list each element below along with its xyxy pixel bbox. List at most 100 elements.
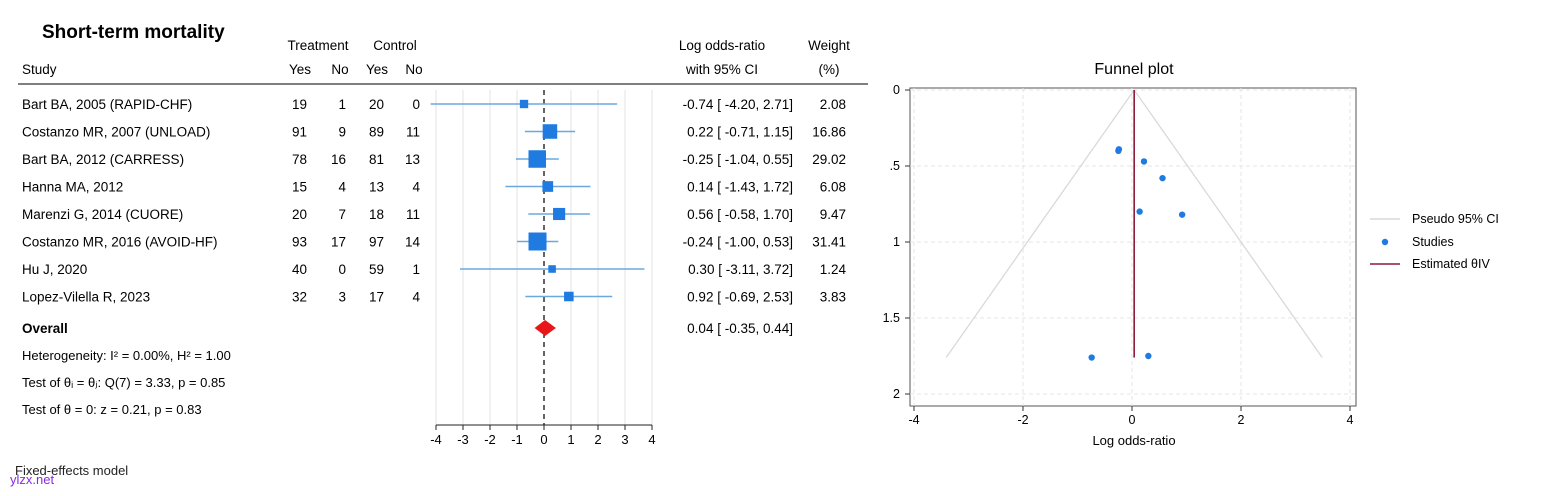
forest-x-tick-label: -2 (484, 432, 496, 447)
ci-text: 0.56 [ -0.58, 1.70] (687, 207, 793, 222)
treatment-no: 0 (338, 262, 346, 277)
control-yes: 17 (369, 290, 384, 305)
study-name: Hanna MA, 2012 (22, 180, 123, 195)
forest-x-tick-label: -3 (457, 432, 469, 447)
treatment-yes: 78 (292, 152, 307, 167)
ci-text: 0.30 [ -3.11, 3.72] (688, 262, 793, 277)
funnel-x-tick-label: 0 (1129, 413, 1136, 427)
legend-item: Studies (1381, 235, 1454, 249)
heterogeneity-text: Heterogeneity: I² = 0.00%, H² = 1.00 (22, 348, 231, 363)
treatment-yes: 91 (292, 125, 307, 140)
funnel-x-tick-label: -2 (1017, 413, 1028, 427)
effect-header-1: Log odds-ratio (679, 38, 765, 53)
study-point (1178, 211, 1186, 218)
treatment-no: 16 (331, 152, 346, 167)
control-no: 4 (412, 290, 420, 305)
treatment-yes: 40 (292, 262, 307, 277)
forest-x-tick-label: -4 (430, 432, 442, 447)
ci-text: -0.25 [ -1.04, 0.55] (683, 152, 793, 167)
study-row: Bart BA, 2005 (RAPID-CHF) 19 1 20 0 -0.74 [ -… (22, 97, 846, 112)
legend-label: Pseudo 95% CI (1412, 212, 1499, 226)
study-row: Bart BA, 2012 (CARRESS) 78 16 81 13 -0.25 [ -… (22, 150, 846, 168)
treatment-yes: 93 (292, 235, 307, 250)
funnel-x-tick-label: 4 (1347, 413, 1354, 427)
weight-text: 16.86 (812, 125, 846, 140)
funnel-y-tick-label: .5 (890, 159, 900, 173)
forest-plot: Short-term mortality Treatment Control S… (18, 22, 868, 447)
treatment-yes: 32 (292, 290, 307, 305)
ci-text: 0.14 [ -1.43, 1.72] (687, 180, 793, 195)
ci-text: -0.74 [ -4.20, 2.71] (683, 97, 793, 112)
study-name: Lopez-Vilella R, 2023 (22, 290, 150, 305)
t-yes-header: Yes (289, 62, 311, 77)
treatment-no: 17 (331, 235, 346, 250)
funnel-xlabel: Log odds-ratio (1092, 433, 1175, 448)
study-row: Costanzo MR, 2016 (AVOID-HF) 93 17 97 14 -0.2… (22, 232, 846, 251)
treatment-no: 4 (338, 180, 346, 195)
funnel-plot: Funnel plot 0 .5 1 1.5 2 -4 -2 0 2 4 Log odds-rat… (883, 61, 1499, 448)
overall-diamond (534, 320, 556, 336)
effect-marker (553, 207, 566, 221)
weight-text: 6.08 (820, 180, 846, 195)
study-row: Hu J, 2020 40 0 59 1 0.30 [ -3.11, 3.72] 1.24 (22, 262, 846, 277)
study-name: Marenzi G, 2014 (CUORE) (22, 207, 183, 222)
treatment-no: 7 (338, 207, 346, 222)
treatment-header: Treatment (287, 38, 348, 53)
legend-item: Estimated θIV (1370, 257, 1490, 271)
effect-marker (564, 291, 574, 302)
treatment-yes: 15 (292, 180, 307, 195)
funnel-y-tick-label: 0 (893, 83, 900, 97)
weight-text: 3.83 (820, 290, 846, 305)
ci-text: -0.24 [ -1.00, 0.53] (683, 235, 793, 250)
homogeneity-test-text: Test of θᵢ = θⱼ: Q(7) = 3.33, p = 0.85 (22, 375, 225, 390)
study-point (1140, 158, 1148, 165)
treatment-yes: 20 (292, 207, 307, 222)
legend-item: Pseudo 95% CI (1370, 212, 1499, 226)
forest-x-tick-label: 3 (621, 432, 628, 447)
control-no: 0 (412, 97, 420, 112)
weight-text: 2.08 (820, 97, 846, 112)
control-no: 4 (412, 180, 420, 195)
control-no: 11 (406, 207, 420, 222)
weight-text: 1.24 (820, 262, 847, 277)
effect-marker (519, 99, 529, 109)
funnel-y-tick-label: 2 (893, 387, 900, 401)
t-no-header: No (331, 62, 348, 77)
study-point (1136, 208, 1143, 215)
forest-x-tick-label: 1 (567, 432, 574, 447)
control-yes: 18 (369, 207, 384, 222)
model-note: Fixed-effects model (15, 463, 129, 478)
study-point (1088, 354, 1095, 361)
weight-header-1: Weight (808, 38, 850, 53)
overall-ci-text: 0.04 [ -0.35, 0.44] (687, 321, 793, 336)
control-no: 1 (412, 262, 420, 277)
ci-text: 0.92 [ -0.69, 2.53] (687, 290, 793, 305)
control-yes: 81 (369, 152, 384, 167)
control-yes: 89 (369, 125, 384, 140)
funnel-x-tick-label: -4 (908, 413, 919, 427)
treatment-no: 9 (338, 125, 346, 140)
forest-x-tick-label: 0 (540, 432, 547, 447)
forest-x-tick-label: 4 (648, 432, 655, 447)
effect-marker (528, 232, 547, 251)
legend-label: Studies (1412, 235, 1454, 249)
study-name: Costanzo MR, 2007 (UNLOAD) (22, 125, 210, 140)
zero-test-text: Test of θ = 0: z = 0.21, p = 0.83 (22, 402, 202, 417)
overall-label: Overall (22, 321, 68, 336)
effect-marker (542, 181, 554, 192)
c-yes-header: Yes (366, 62, 388, 77)
effect-header-2: with 95% CI (685, 62, 758, 77)
watermark: ylzx.net (10, 472, 55, 487)
forest-x-tick-label: -1 (511, 432, 523, 447)
treatment-no: 1 (338, 97, 346, 112)
weight-header-2: (%) (819, 62, 840, 77)
effect-marker (528, 150, 546, 168)
control-yes: 20 (369, 97, 384, 112)
funnel-y-tick-label: 1 (893, 235, 900, 249)
funnel-plot-area (909, 87, 1357, 407)
funnel-y-tick-label: 1.5 (883, 311, 900, 325)
ci-text: 0.22 [ -0.71, 1.15] (687, 125, 793, 140)
study-row: Costanzo MR, 2007 (UNLOAD) 91 9 89 11 0.22 [ … (22, 124, 846, 140)
treatment-yes: 19 (292, 97, 307, 112)
c-no-header: No (405, 62, 422, 77)
